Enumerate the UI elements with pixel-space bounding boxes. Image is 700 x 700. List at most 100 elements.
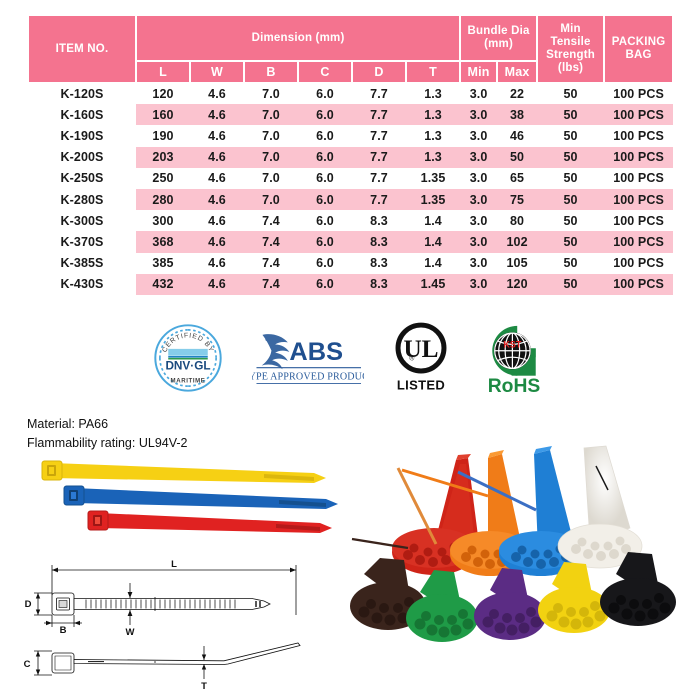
table-row: K-120S 120 4.6 7.0 6.0 7.7 1.3 3.0 22 50 100 PCS — [28, 83, 673, 105]
cell-tensile: 50 — [563, 87, 578, 102]
dimension-label-thickness: T — [201, 681, 207, 692]
header-sub-b: B — [243, 60, 299, 84]
cell-min: 3.0 — [469, 171, 488, 186]
technical-drawing: L W B D C T — [8, 543, 348, 698]
ul-registered-mark: ® — [409, 354, 414, 362]
cell-C: 6.0 — [316, 171, 334, 186]
cell-D: 8.3 — [352, 273, 406, 295]
header-sub-max: Max — [496, 60, 539, 84]
cell-L: 190 — [152, 128, 174, 143]
cell-packing: 100 PCS — [604, 104, 674, 126]
cell-item-no: K-250S — [28, 167, 136, 189]
ul-listed-text: LISTED — [397, 377, 445, 392]
dimension-label-head-height: C — [24, 659, 31, 670]
cell-D: 7.7 — [352, 104, 406, 126]
cell-W: 4.6 — [190, 188, 244, 211]
specification-table: ITEM NO. Dimension (mm) Bundle Dia (mm) … — [27, 14, 675, 295]
color-cable-tie-illustrations — [14, 455, 344, 537]
ul-wordmark: UL — [403, 335, 438, 363]
cell-L: 203 — [136, 146, 190, 168]
cell-T: 1.4 — [424, 213, 442, 228]
certification-logos: CERTIFIED BY DNV·GL MARITIME ABS TYPE AP… — [0, 312, 700, 404]
cell-item-no: K-430S — [28, 273, 136, 295]
cell-W: 4.6 — [208, 171, 226, 186]
cell-W: 4.6 — [208, 256, 226, 271]
bundle-white — [557, 445, 643, 569]
table-header: ITEM NO. Dimension (mm) Bundle Dia (mm) … — [27, 14, 675, 84]
cell-B: 7.4 — [262, 213, 280, 228]
header-sub-w: W — [189, 60, 245, 84]
dimension-label-length: L — [171, 559, 177, 570]
cell-C: 6.0 — [298, 273, 352, 295]
abs-eagle-icon — [261, 334, 290, 370]
specification-table-container: ITEM NO. Dimension (mm) Bundle Dia (mm) … — [27, 14, 675, 295]
cell-L: 432 — [136, 273, 190, 295]
cell-item-no: K-200S — [28, 146, 136, 168]
header-sub-c: C — [297, 60, 353, 84]
cell-C: 6.0 — [298, 231, 352, 253]
cell-T: 1.35 — [406, 188, 461, 211]
cell-item-no: K-190S — [28, 125, 136, 147]
cell-packing: 100 PCS — [613, 87, 664, 102]
table-row: K-160S 160 4.6 7.0 6.0 7.7 1.3 3.0 38 50 100 PCS — [28, 104, 674, 126]
flammability-line: Flammability rating: UL94V-2 — [27, 436, 188, 451]
cell-B: 7.4 — [244, 273, 298, 295]
table-row: K-385S 385 4.6 7.4 6.0 8.3 1.4 3.0 105 50 100 PCS — [28, 252, 673, 274]
table-row: K-370S 368 4.6 7.4 6.0 8.3 1.4 3.0 102 50 100 PCS — [28, 231, 674, 253]
cell-L: 120 — [152, 87, 174, 102]
cell-max: 105 — [506, 256, 528, 271]
header-item-no: ITEM NO. — [27, 14, 137, 84]
cell-L: 300 — [152, 213, 174, 228]
table-row: K-280S 280 4.6 7.0 6.0 7.7 1.35 3.0 75 50 100 PCS — [28, 188, 674, 211]
dimension-label-head-width: B — [60, 625, 67, 636]
cell-packing: 100 PCS — [613, 171, 664, 186]
cell-T: 1.4 — [424, 256, 442, 271]
header-row-sub: L W B C D T Min Max — [28, 60, 673, 84]
cable-tie-red — [87, 510, 332, 533]
table-row: K-250S 250 4.6 7.0 6.0 7.7 1.35 3.0 65 50 100 PCS — [28, 167, 673, 189]
cell-tensile: 50 — [537, 188, 605, 211]
cell-item-no: K-120S — [28, 83, 136, 105]
cell-C: 6.0 — [298, 104, 352, 126]
cell-D: 8.3 — [352, 231, 406, 253]
cell-max: 65 — [510, 171, 525, 186]
material-line: Material: PA66 — [27, 417, 109, 431]
cable-tie-yellow — [41, 460, 326, 483]
cell-min: 3.0 — [460, 231, 498, 253]
cell-D: 8.3 — [370, 213, 388, 228]
cell-packing: 100 PCS — [613, 213, 664, 228]
rohs-kst-text: KST — [504, 340, 522, 350]
cell-max: 120 — [497, 273, 538, 295]
cell-W: 4.6 — [190, 104, 244, 126]
cell-L: 385 — [152, 256, 174, 271]
cell-T: 1.3 — [424, 128, 442, 143]
cell-D: 7.7 — [370, 87, 388, 102]
cell-L: 250 — [152, 171, 174, 186]
cell-C: 6.0 — [316, 128, 334, 143]
cell-packing: 100 PCS — [613, 128, 664, 143]
table-row: K-300S 300 4.6 7.4 6.0 8.3 1.4 3.0 80 50 100 PCS — [28, 210, 673, 232]
abs-icon: ABS TYPE APPROVED PRODUCT — [252, 334, 364, 384]
cell-D: 7.7 — [352, 146, 406, 168]
cell-min: 3.0 — [460, 104, 498, 126]
cell-min: 3.0 — [469, 213, 488, 228]
cell-W: 4.6 — [208, 87, 226, 102]
cell-item-no: K-385S — [28, 252, 136, 274]
cable-tie-bundles-svg — [350, 445, 676, 642]
cell-D: 7.7 — [352, 188, 406, 211]
dnv-gl-icon: CERTIFIED BY DNV·GL MARITIME — [154, 324, 222, 392]
ul-certification-logo: UL ® LISTED — [390, 322, 452, 394]
cell-B: 7.0 — [262, 171, 280, 186]
cell-B: 7.0 — [244, 188, 298, 211]
cell-T: 1.3 — [406, 104, 461, 126]
product-photo-cable-tie-bundles — [338, 424, 696, 690]
cell-min: 3.0 — [460, 273, 498, 295]
cell-T: 1.35 — [420, 171, 446, 186]
dimension-label-width: W — [126, 627, 135, 638]
dnv-gl-wordmark: DNV·GL — [165, 359, 210, 372]
cell-max: 38 — [497, 104, 538, 126]
cell-packing: 100 PCS — [604, 273, 674, 295]
abs-type-approved-text: TYPE APPROVED PRODUCT — [252, 372, 364, 383]
table-body: K-120S 120 4.6 7.0 6.0 7.7 1.3 3.0 22 50 100 PCS K-… — [28, 83, 674, 295]
